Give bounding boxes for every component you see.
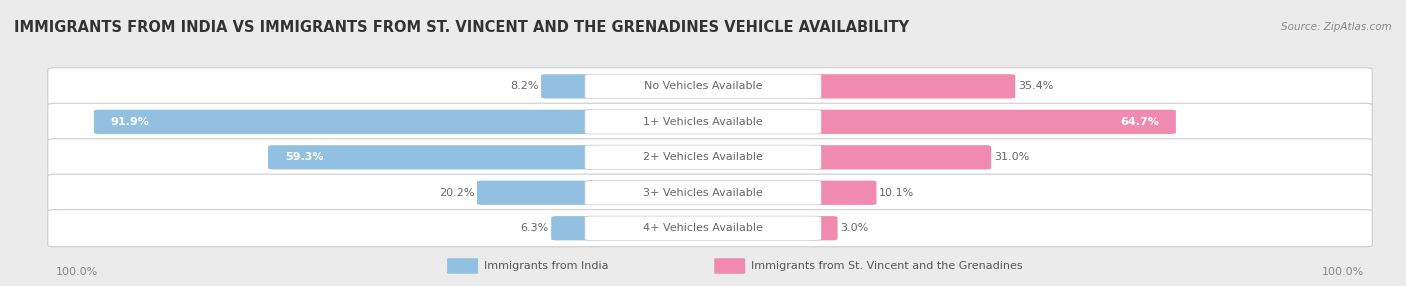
FancyBboxPatch shape [447, 258, 478, 274]
FancyBboxPatch shape [48, 68, 1372, 105]
Text: 64.7%: 64.7% [1121, 117, 1159, 127]
Text: Immigrants from St. Vincent and the Grenadines: Immigrants from St. Vincent and the Gren… [751, 261, 1022, 271]
FancyBboxPatch shape [810, 74, 1015, 98]
FancyBboxPatch shape [585, 181, 821, 205]
Text: 91.9%: 91.9% [111, 117, 149, 127]
FancyBboxPatch shape [48, 174, 1372, 211]
Text: 8.2%: 8.2% [510, 82, 538, 91]
Text: 1+ Vehicles Available: 1+ Vehicles Available [643, 117, 763, 127]
Text: 35.4%: 35.4% [1018, 82, 1053, 91]
Text: Immigrants from India: Immigrants from India [484, 261, 609, 271]
FancyBboxPatch shape [269, 145, 596, 169]
FancyBboxPatch shape [810, 110, 1175, 134]
Text: 3+ Vehicles Available: 3+ Vehicles Available [643, 188, 763, 198]
FancyBboxPatch shape [585, 110, 821, 134]
FancyBboxPatch shape [585, 74, 821, 98]
Text: 20.2%: 20.2% [439, 188, 474, 198]
FancyBboxPatch shape [94, 110, 596, 134]
FancyBboxPatch shape [477, 181, 596, 205]
FancyBboxPatch shape [810, 181, 876, 205]
Text: 59.3%: 59.3% [285, 152, 323, 162]
FancyBboxPatch shape [714, 258, 745, 274]
FancyBboxPatch shape [48, 139, 1372, 176]
FancyBboxPatch shape [585, 145, 821, 169]
Text: 100.0%: 100.0% [56, 267, 98, 277]
Text: 31.0%: 31.0% [994, 152, 1029, 162]
FancyBboxPatch shape [810, 216, 838, 240]
Text: 3.0%: 3.0% [841, 223, 869, 233]
FancyBboxPatch shape [585, 216, 821, 240]
Text: 100.0%: 100.0% [1322, 267, 1364, 277]
Text: IMMIGRANTS FROM INDIA VS IMMIGRANTS FROM ST. VINCENT AND THE GRENADINES VEHICLE : IMMIGRANTS FROM INDIA VS IMMIGRANTS FROM… [14, 20, 910, 35]
FancyBboxPatch shape [48, 103, 1372, 140]
Text: 4+ Vehicles Available: 4+ Vehicles Available [643, 223, 763, 233]
Text: 6.3%: 6.3% [520, 223, 548, 233]
FancyBboxPatch shape [541, 74, 596, 98]
Text: Source: ZipAtlas.com: Source: ZipAtlas.com [1281, 22, 1392, 32]
Text: No Vehicles Available: No Vehicles Available [644, 82, 762, 91]
Text: 10.1%: 10.1% [879, 188, 914, 198]
FancyBboxPatch shape [551, 216, 596, 240]
FancyBboxPatch shape [810, 145, 991, 169]
Text: 2+ Vehicles Available: 2+ Vehicles Available [643, 152, 763, 162]
FancyBboxPatch shape [48, 210, 1372, 247]
